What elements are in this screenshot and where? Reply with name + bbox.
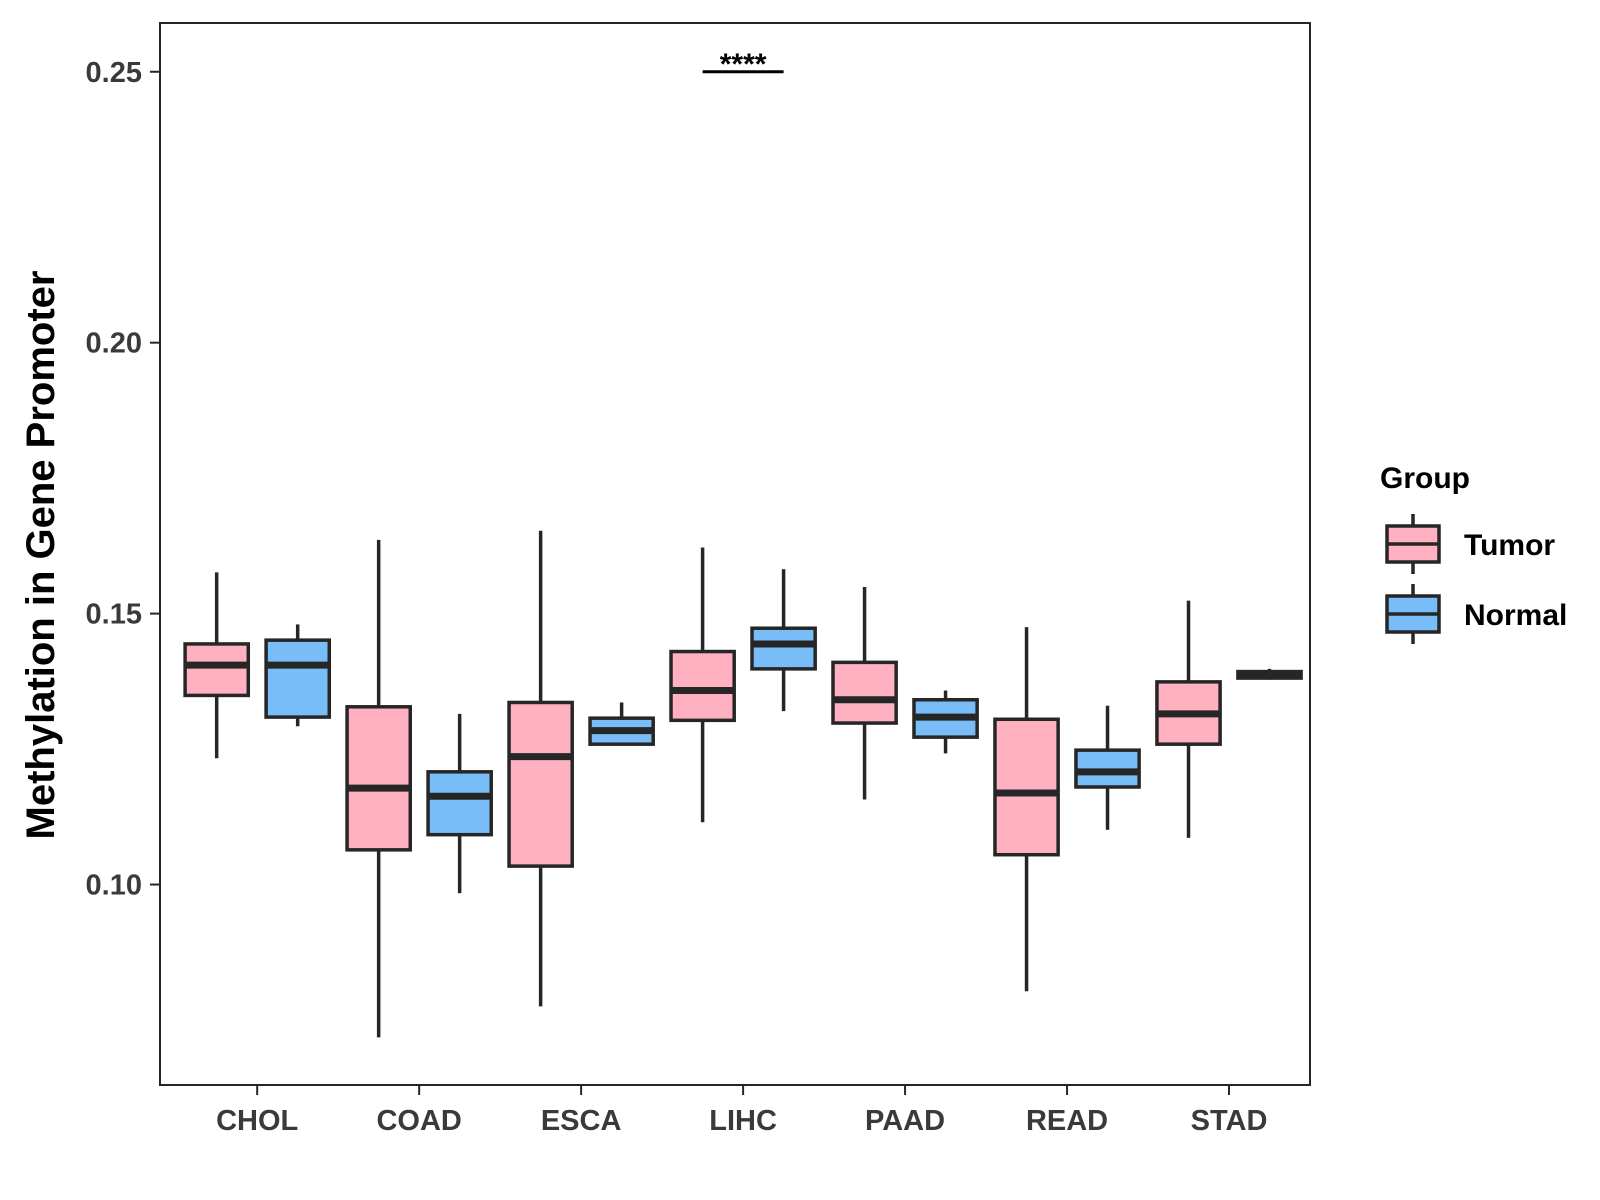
y-axis-title: Methylation in Gene Promoter xyxy=(19,271,63,840)
box-normal-paad xyxy=(912,690,979,754)
x-tick-label-read: READ xyxy=(1026,1105,1108,1137)
box-normal-chol xyxy=(264,624,332,727)
box-body-tumor-paad xyxy=(831,660,898,725)
x-tick-label-lihc: LIHC xyxy=(709,1105,777,1137)
box-tumor-lihc xyxy=(669,547,736,823)
box-series xyxy=(183,530,1303,1038)
box-body-tumor-read xyxy=(993,717,1060,857)
legend-label-normal: Normal xyxy=(1464,599,1567,632)
box-tumor-read xyxy=(993,627,1060,992)
box-tumor-paad xyxy=(831,587,898,800)
x-axis: CHOL COAD ESCA LIHC PAAD READ STAD xyxy=(216,1085,1267,1137)
box-normal-coad xyxy=(426,713,493,894)
box-tumor-stad xyxy=(1155,600,1222,838)
x-tick-label-paad: PAAD xyxy=(865,1105,945,1137)
plot-panel xyxy=(159,22,1311,1086)
box-body-tumor-coad xyxy=(345,705,412,852)
box-body-tumor-chol xyxy=(183,642,251,698)
legend-label-tumor: Tumor xyxy=(1464,529,1555,562)
box-tumor-coad xyxy=(345,539,412,1038)
x-tick-label-coad: COAD xyxy=(376,1105,461,1137)
box-normal-read xyxy=(1074,705,1141,830)
box-body-normal-coad xyxy=(426,770,493,837)
legend-entry-tumor: Tumor xyxy=(1385,514,1555,574)
box-tumor-chol xyxy=(183,572,251,759)
legend-title: Group xyxy=(1380,462,1470,495)
x-tick-label-esca: ESCA xyxy=(541,1105,622,1137)
box-body-normal-chol xyxy=(264,638,332,719)
legend: Group Tumor Normal xyxy=(1380,462,1567,644)
box-normal-esca xyxy=(588,702,655,746)
legend-entry-normal: Normal xyxy=(1385,584,1567,644)
y-tick-label-3: 0.25 xyxy=(86,57,142,89)
y-axis: 0.10 0.15 0.20 0.25 xyxy=(86,57,160,902)
x-tick-label-stad: STAD xyxy=(1191,1105,1268,1137)
y-tick-label-1: 0.15 xyxy=(86,599,142,631)
box-normal-stad xyxy=(1236,668,1303,680)
y-tick-label-2: 0.20 xyxy=(86,328,142,360)
significance-label-0: **** xyxy=(720,48,767,81)
box-body-tumor-esca xyxy=(507,700,574,868)
significance-annotations: **** xyxy=(702,48,784,81)
x-tick-label-chol: CHOL xyxy=(216,1105,298,1137)
box-tumor-esca xyxy=(507,530,574,1007)
box-body-normal-lihc xyxy=(750,626,817,671)
box-body-tumor-lihc xyxy=(669,649,736,723)
y-tick-label-0: 0.10 xyxy=(86,870,142,902)
box-normal-lihc xyxy=(750,569,817,712)
